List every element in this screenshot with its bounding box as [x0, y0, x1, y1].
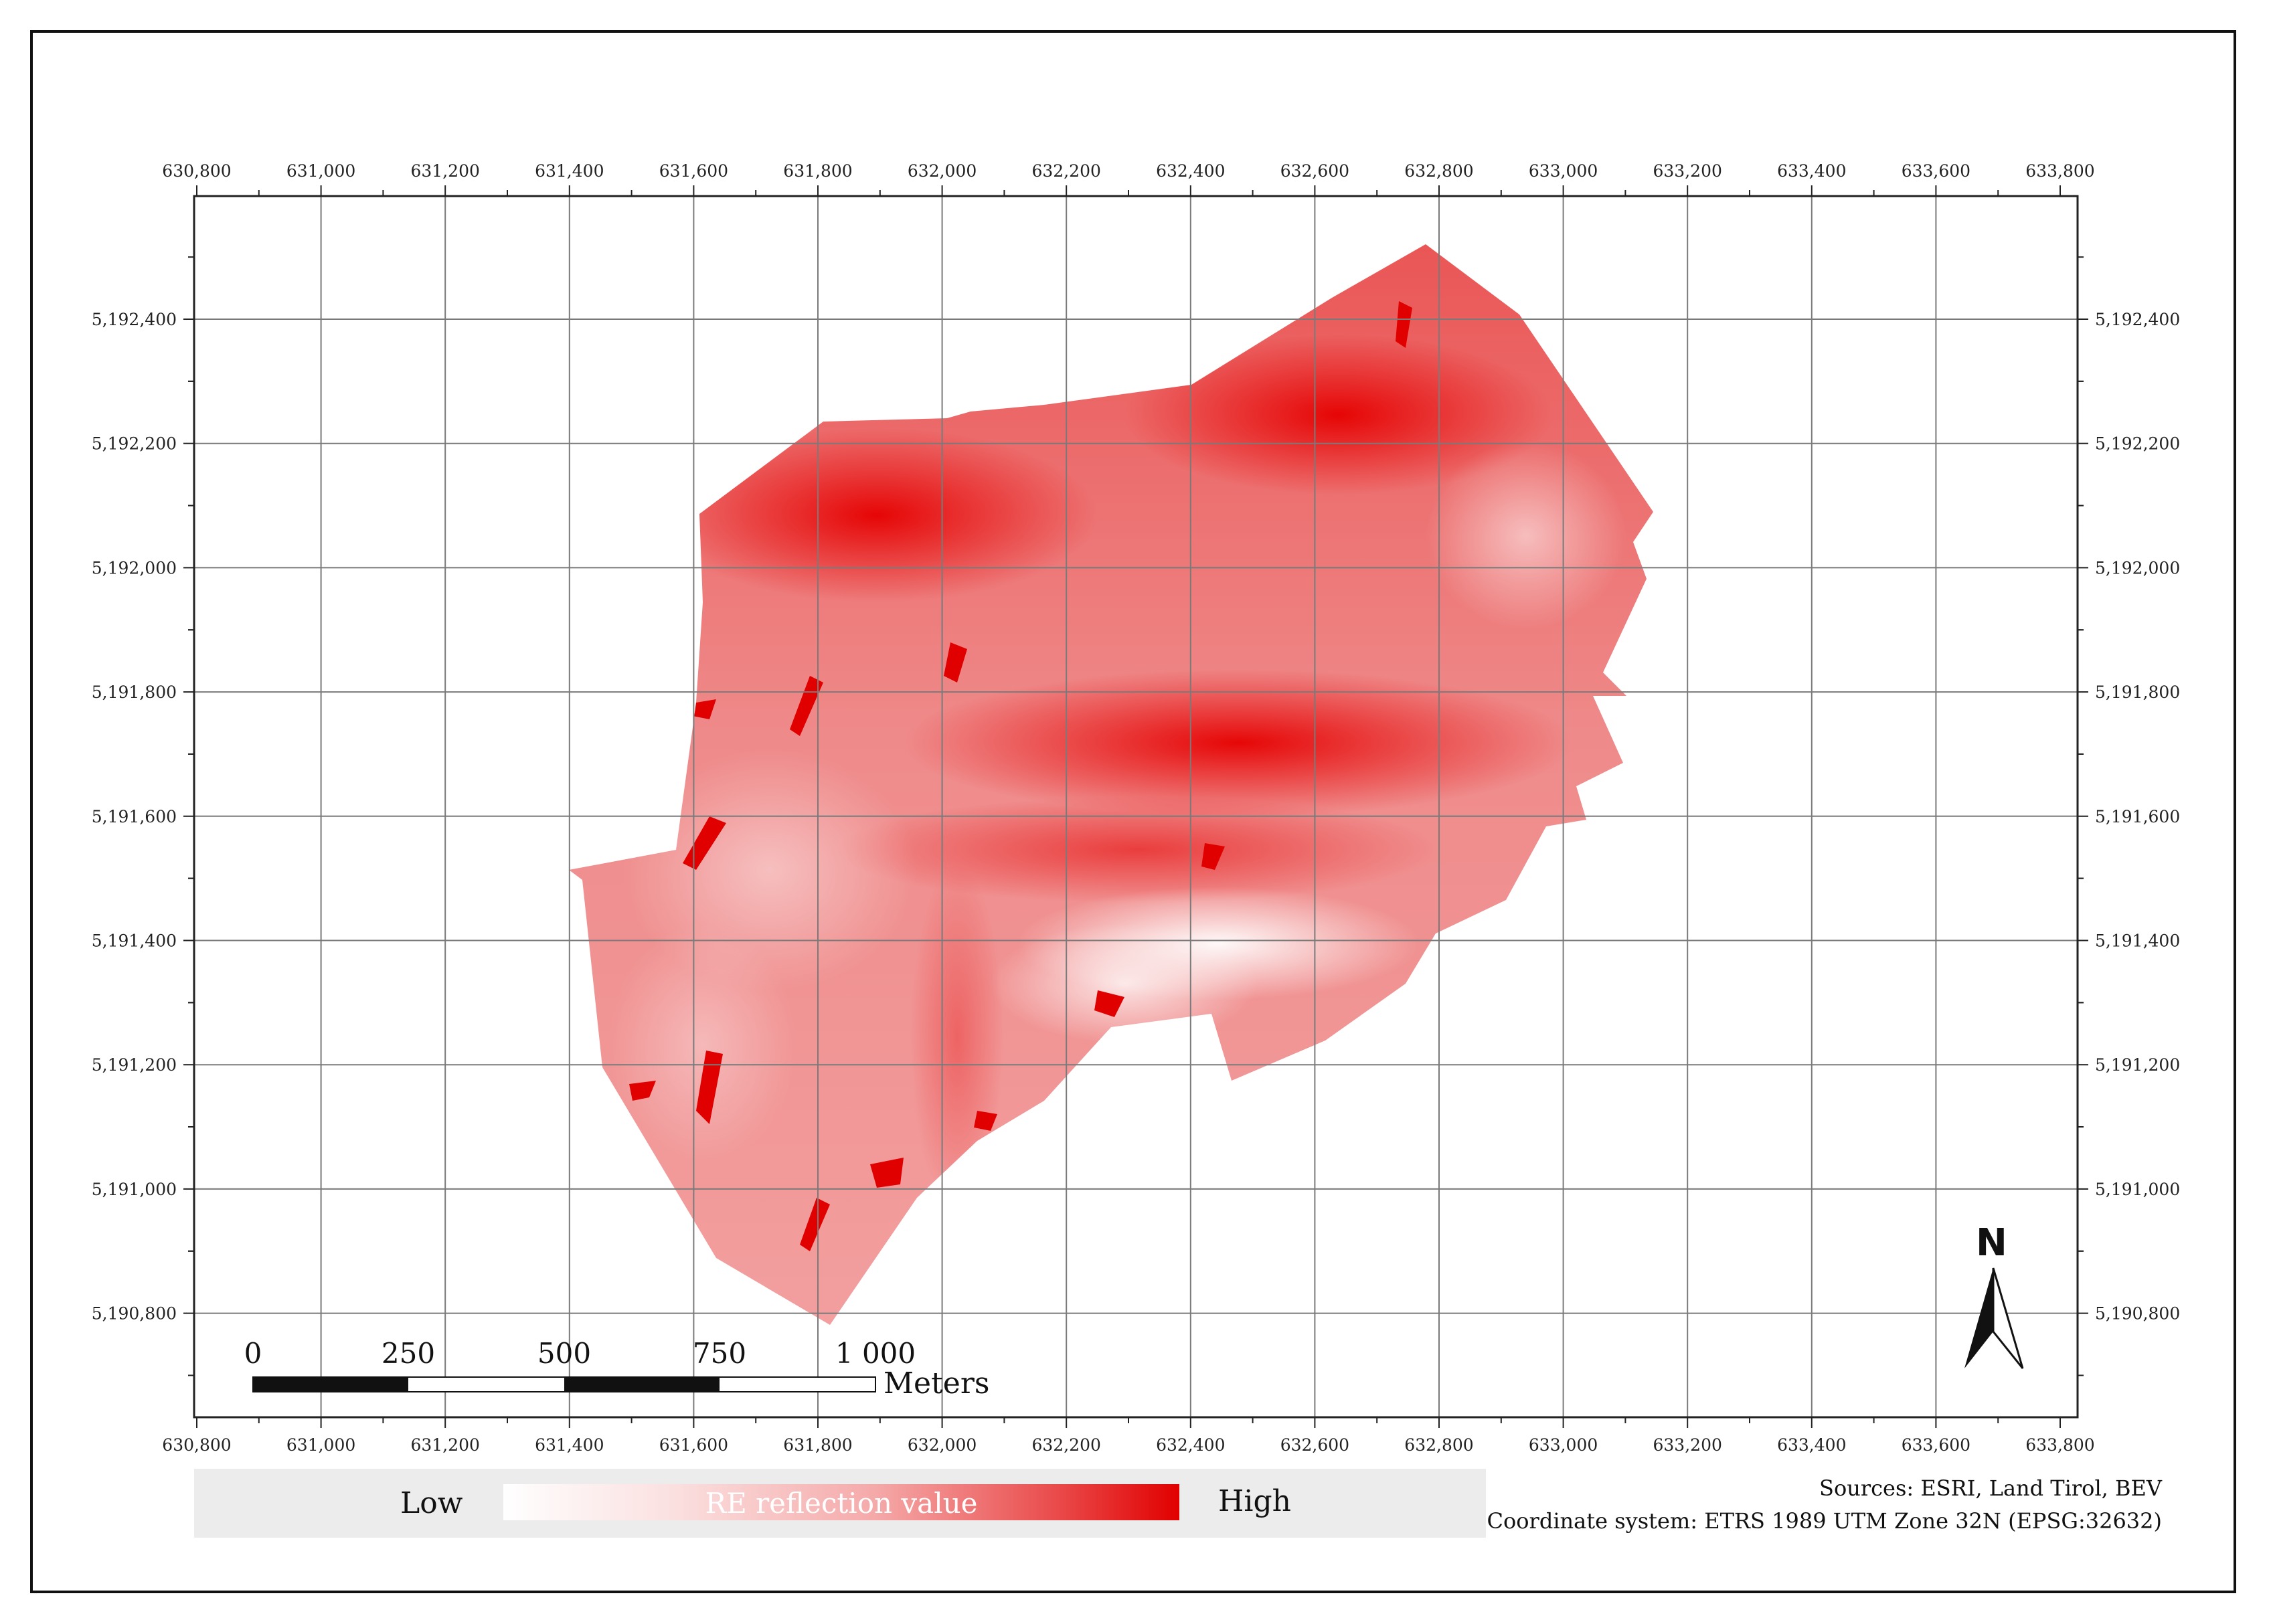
easting-label-top: 633,000 — [1529, 161, 1598, 181]
easting-label-bottom: 631,200 — [411, 1435, 480, 1455]
northing-label-left: 5,191,600 — [92, 807, 177, 826]
northing-label-right: 5,192,200 — [2095, 434, 2180, 454]
north-arrow-icon — [1964, 1267, 2024, 1369]
scale-segment — [564, 1377, 720, 1392]
easting-label-top: 632,400 — [1156, 161, 1225, 181]
northing-label-right: 5,190,800 — [2095, 1304, 2180, 1324]
scale-label: 1 000 — [835, 1337, 916, 1370]
easting-label-top: 633,200 — [1653, 161, 1722, 181]
scale-label: 500 — [537, 1337, 592, 1370]
easting-label-bottom: 632,200 — [1032, 1435, 1101, 1455]
coordinate-system-note: Coordinate system: ETRS 1989 UTM Zone 32… — [1487, 1508, 2162, 1534]
sources-credit: Sources: ESRI, Land Tirol, BEV — [1819, 1475, 2162, 1501]
northing-label-right: 5,192,400 — [2095, 310, 2180, 329]
northing-label-right: 5,191,000 — [2095, 1180, 2180, 1199]
northing-label-left: 5,192,400 — [92, 310, 177, 329]
coordinate-labels: 630,800 630,800 631,000 631,000 631,200 631,2… — [92, 161, 2180, 1455]
northing-label-left: 5,191,000 — [92, 1180, 177, 1199]
easting-label-bottom: 633,000 — [1529, 1435, 1598, 1455]
easting-label-bottom: 631,000 — [286, 1435, 355, 1455]
legend-title: RE reflection value — [705, 1487, 978, 1520]
easting-label-top: 632,600 — [1280, 161, 1349, 181]
northing-label-left: 5,191,800 — [92, 683, 177, 702]
easting-label-bottom: 632,600 — [1280, 1435, 1349, 1455]
easting-label-bottom: 633,400 — [1777, 1435, 1846, 1455]
easting-label-bottom: 630,800 — [162, 1435, 231, 1455]
easting-label-top: 632,200 — [1032, 161, 1101, 181]
scale-segment — [253, 1377, 408, 1392]
easting-label-top: 633,400 — [1777, 161, 1846, 181]
northing-label-right: 5,191,600 — [2095, 807, 2180, 826]
easting-label-bottom: 632,400 — [1156, 1435, 1225, 1455]
northing-label-right: 5,191,400 — [2095, 931, 2180, 951]
map-border — [193, 195, 2079, 1419]
north-label: N — [1976, 1221, 2007, 1265]
scale-label: 750 — [692, 1337, 747, 1370]
easting-label-top: 632,800 — [1404, 161, 1473, 181]
northing-label-right: 5,191,200 — [2095, 1055, 2180, 1075]
easting-label-bottom: 631,800 — [783, 1435, 852, 1455]
legend-high-label: High — [1218, 1484, 1291, 1518]
northing-label-left: 5,191,400 — [92, 931, 177, 951]
easting-label-bottom: 633,800 — [2025, 1435, 2094, 1455]
easting-label-top: 630,800 — [162, 161, 231, 181]
northing-label-left: 5,192,000 — [92, 558, 177, 577]
easting-label-bottom: 632,800 — [1404, 1435, 1473, 1455]
northing-label-right: 5,192,000 — [2095, 558, 2180, 577]
coordinate-ticks — [183, 185, 2088, 1428]
scale-label: 250 — [381, 1337, 436, 1370]
easting-label-bottom: 632,000 — [908, 1435, 977, 1455]
scale-bar — [252, 1376, 876, 1392]
northing-label-left: 5,191,200 — [92, 1055, 177, 1075]
easting-label-top: 631,600 — [659, 161, 728, 181]
easting-label-top: 631,200 — [411, 161, 480, 181]
northing-label-left: 5,190,800 — [92, 1304, 177, 1324]
easting-label-bottom: 631,400 — [535, 1435, 604, 1455]
northing-label-right: 5,191,800 — [2095, 683, 2180, 702]
legend-color-ramp — [503, 1484, 1179, 1520]
scale-label: 0 — [244, 1337, 262, 1370]
northing-label-left: 5,192,200 — [92, 434, 177, 454]
reflectance-raster — [569, 244, 1653, 1325]
legend-low-label: Low — [400, 1486, 463, 1520]
easting-label-top: 633,600 — [1902, 161, 1970, 181]
map-frame — [30, 30, 2236, 1593]
easting-label-top: 632,000 — [908, 161, 977, 181]
easting-label-bottom: 631,600 — [659, 1435, 728, 1455]
scale-unit: Meters — [884, 1366, 990, 1401]
easting-label-top: 631,800 — [783, 161, 852, 181]
easting-label-top: 631,000 — [286, 161, 355, 181]
easting-label-bottom: 633,200 — [1653, 1435, 1722, 1455]
map-grid — [194, 196, 2078, 1417]
easting-label-top: 631,400 — [535, 161, 604, 181]
easting-label-bottom: 633,600 — [1902, 1435, 1970, 1455]
easting-label-top: 633,800 — [2025, 161, 2094, 181]
